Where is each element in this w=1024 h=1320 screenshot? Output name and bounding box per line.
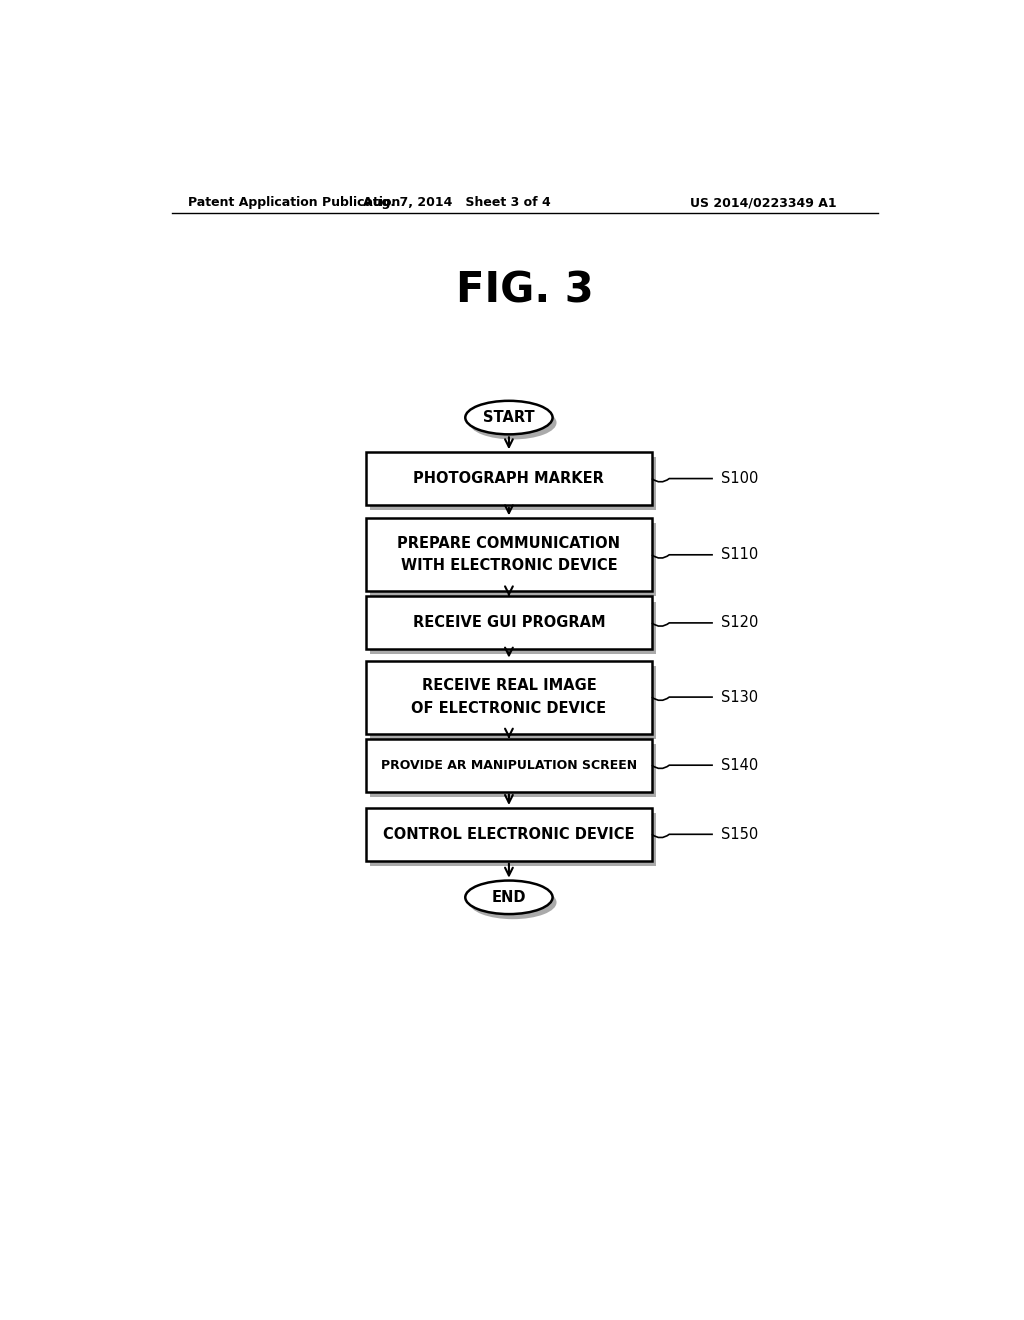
Text: S100: S100	[721, 471, 758, 486]
FancyBboxPatch shape	[367, 739, 651, 792]
FancyBboxPatch shape	[370, 744, 655, 797]
Text: S130: S130	[721, 689, 758, 705]
Text: START: START	[483, 411, 535, 425]
FancyBboxPatch shape	[367, 808, 651, 861]
Ellipse shape	[465, 401, 553, 434]
FancyBboxPatch shape	[370, 602, 655, 655]
Text: WITH ELECTRONIC DEVICE: WITH ELECTRONIC DEVICE	[400, 558, 617, 573]
Ellipse shape	[465, 880, 553, 913]
Ellipse shape	[469, 886, 557, 919]
FancyBboxPatch shape	[367, 660, 651, 734]
Text: END: END	[492, 890, 526, 904]
Text: OF ELECTRONIC DEVICE: OF ELECTRONIC DEVICE	[412, 701, 606, 715]
FancyBboxPatch shape	[367, 519, 651, 591]
FancyBboxPatch shape	[367, 453, 651, 506]
Text: PROVIDE AR MANIPULATION SCREEN: PROVIDE AR MANIPULATION SCREEN	[381, 759, 637, 772]
Text: PHOTOGRAPH MARKER: PHOTOGRAPH MARKER	[414, 471, 604, 486]
Text: US 2014/0223349 A1: US 2014/0223349 A1	[689, 197, 837, 209]
Text: RECEIVE REAL IMAGE: RECEIVE REAL IMAGE	[422, 678, 596, 693]
FancyBboxPatch shape	[370, 523, 655, 597]
Text: Patent Application Publication: Patent Application Publication	[187, 197, 400, 209]
Text: S140: S140	[721, 758, 758, 772]
Text: RECEIVE GUI PROGRAM: RECEIVE GUI PROGRAM	[413, 615, 605, 631]
Text: Aug. 7, 2014   Sheet 3 of 4: Aug. 7, 2014 Sheet 3 of 4	[364, 197, 551, 209]
Text: FIG. 3: FIG. 3	[456, 269, 594, 312]
Text: S110: S110	[721, 548, 758, 562]
Text: S120: S120	[721, 615, 758, 631]
Text: PREPARE COMMUNICATION: PREPARE COMMUNICATION	[397, 536, 621, 552]
FancyBboxPatch shape	[367, 597, 651, 649]
Ellipse shape	[469, 405, 557, 440]
FancyBboxPatch shape	[370, 813, 655, 866]
FancyBboxPatch shape	[370, 665, 655, 739]
Text: CONTROL ELECTRONIC DEVICE: CONTROL ELECTRONIC DEVICE	[383, 826, 635, 842]
FancyBboxPatch shape	[370, 457, 655, 510]
Text: S150: S150	[721, 826, 758, 842]
